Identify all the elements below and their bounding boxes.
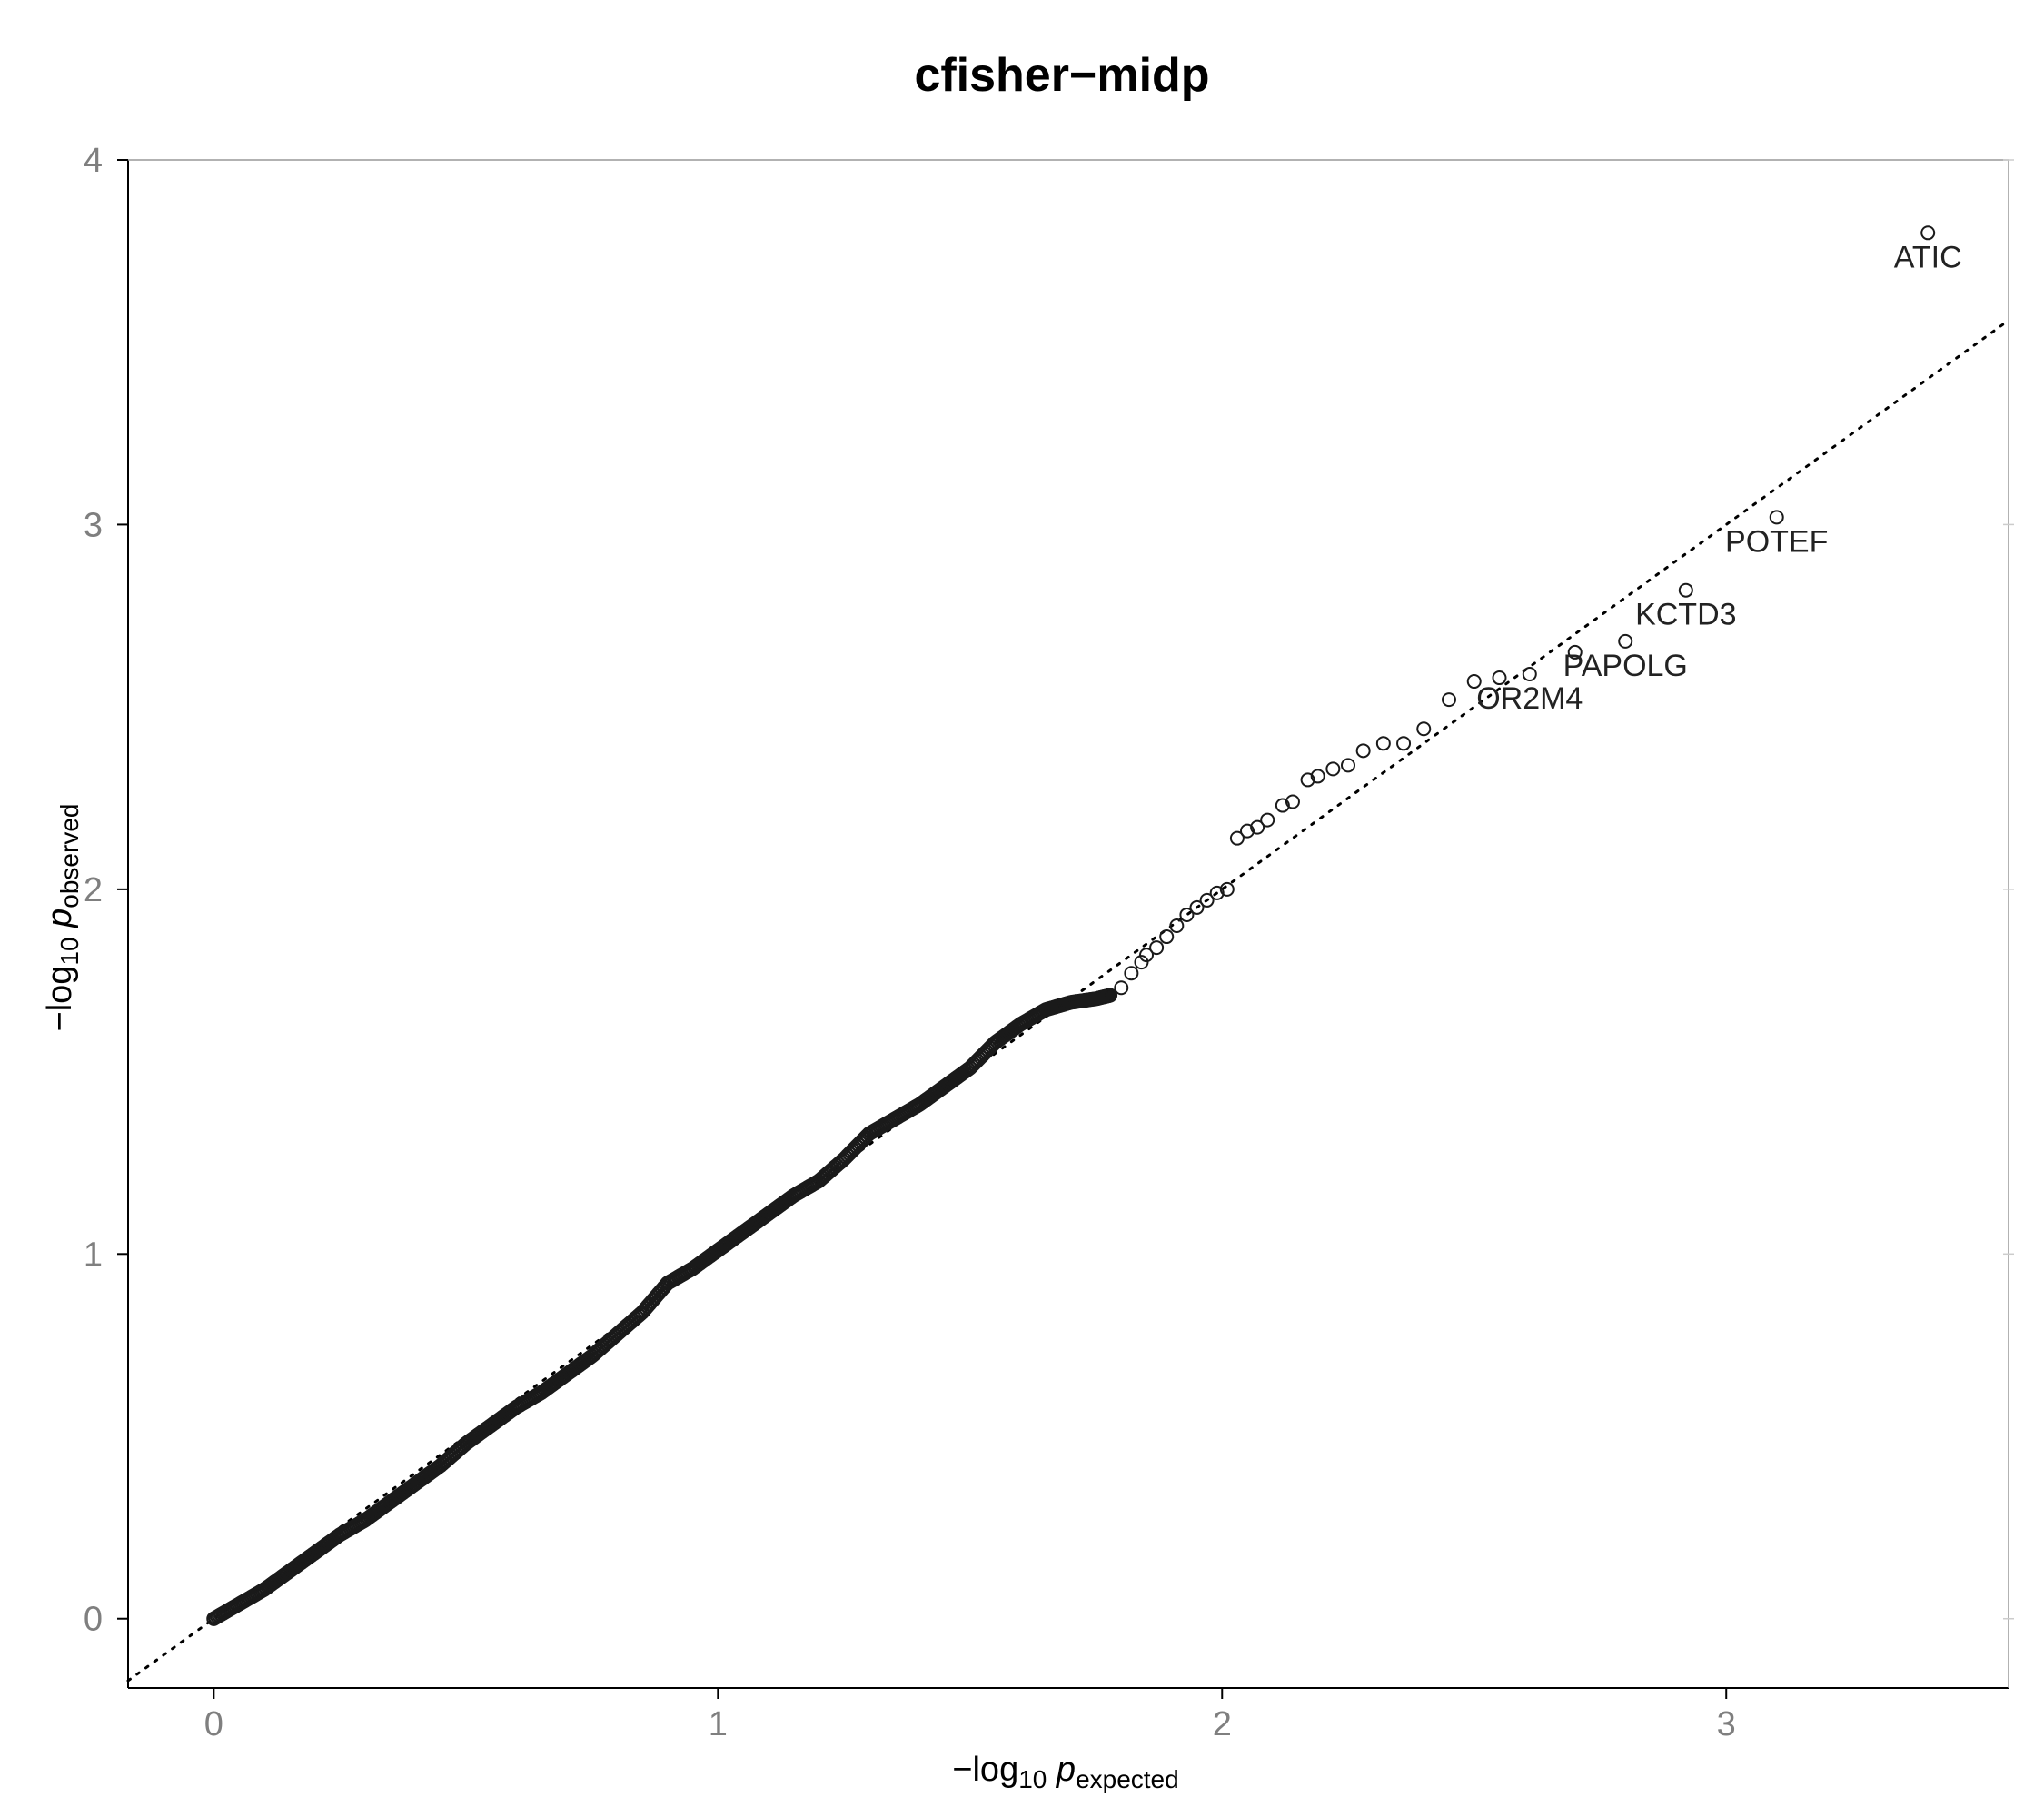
x-axis-title: −log10 pexpected <box>952 1751 1178 1793</box>
data-point <box>1522 667 1537 682</box>
data-point <box>1300 772 1315 788</box>
data-point <box>1567 644 1583 660</box>
data-point <box>1416 721 1432 737</box>
data-point <box>1260 812 1275 828</box>
data-point <box>1618 633 1633 649</box>
data-point <box>1492 670 1507 686</box>
chart-title: cfisher−midp <box>914 49 1209 102</box>
y-tick-label: 1 <box>84 1236 103 1274</box>
data-point <box>1124 966 1139 981</box>
data-point <box>1149 940 1165 956</box>
data-point <box>1139 948 1155 963</box>
data-point <box>1250 819 1265 835</box>
data-point <box>1341 758 1356 773</box>
y-tick-label: 0 <box>84 1601 103 1639</box>
data-point <box>1159 929 1175 945</box>
y-tick-label: 3 <box>84 506 103 544</box>
data-point <box>1189 899 1205 915</box>
data-point <box>1678 582 1693 598</box>
data-point <box>1179 907 1195 922</box>
data-point <box>1134 955 1149 970</box>
data-point <box>1209 885 1225 900</box>
data-point <box>1769 510 1784 525</box>
ticks-group: 0 1 2 3 0 1 2 3 4 <box>84 142 2014 1743</box>
x-tick-label: 2 <box>1213 1705 1232 1743</box>
data-point <box>1355 743 1371 759</box>
data-point <box>1275 798 1290 813</box>
data-point <box>1920 225 1936 241</box>
point-label-kctd3: KCTD3 <box>1635 598 1736 632</box>
x-tick-label: 0 <box>204 1705 223 1743</box>
data-point <box>1169 918 1185 934</box>
x-tick-label: 1 <box>709 1705 728 1743</box>
data-point <box>1114 980 1129 996</box>
data-point <box>1240 823 1255 839</box>
y-axis-title: −log10 pobserved <box>41 804 84 1032</box>
data-point <box>1310 769 1325 784</box>
data-point <box>1466 674 1482 690</box>
data-point <box>1199 892 1215 908</box>
data-point <box>1285 794 1300 809</box>
data-point <box>1102 988 1118 1003</box>
point-label-atic: ATIC <box>1894 240 1962 274</box>
points-group <box>206 225 1936 1626</box>
data-point <box>1229 830 1245 846</box>
y-tick-label: 2 <box>84 871 103 909</box>
data-point <box>1396 736 1412 751</box>
point-label-papolg: PAPOLG <box>1563 649 1688 683</box>
x-tick-label: 3 <box>1717 1705 1736 1743</box>
point-label-potef: POTEF <box>1725 524 1828 559</box>
data-point <box>1219 881 1235 897</box>
plot-frame <box>127 159 2009 1689</box>
data-point <box>1325 761 1341 777</box>
point-label-or2m4: OR2M4 <box>1476 681 1583 716</box>
data-point <box>1375 736 1391 751</box>
y-tick-label: 4 <box>84 142 103 180</box>
data-point <box>1441 692 1456 708</box>
